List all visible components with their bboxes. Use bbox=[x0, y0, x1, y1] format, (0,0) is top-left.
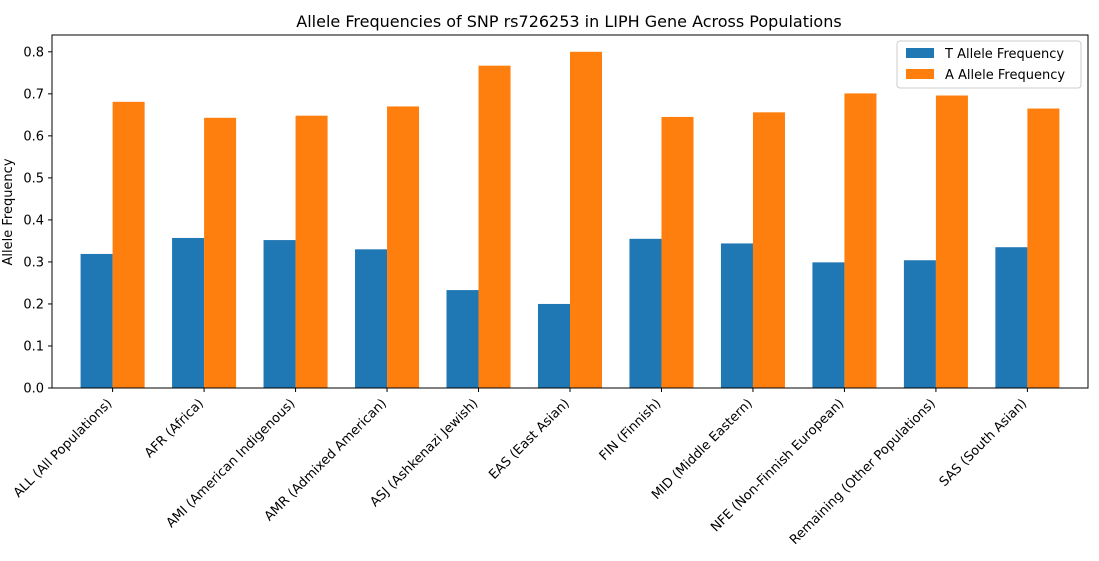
y-tick-label: 0.1 bbox=[23, 339, 44, 354]
legend-label-1: A Allele Frequency bbox=[945, 68, 1065, 83]
legend-swatch-1 bbox=[906, 69, 934, 79]
legend-swatch-0 bbox=[906, 48, 934, 58]
x-tick-label: EAS (East Asian) bbox=[486, 396, 572, 482]
plot-frame bbox=[51, 34, 1089, 389]
bar-a-0 bbox=[112, 101, 145, 388]
bar-a-5 bbox=[570, 51, 603, 389]
bar-a-9 bbox=[935, 95, 968, 388]
bar-a-6 bbox=[661, 116, 694, 389]
bar-a-8 bbox=[844, 93, 877, 389]
bar-t-6 bbox=[629, 238, 662, 388]
x-tick-label: FIN (Finnish) bbox=[597, 396, 665, 464]
y-axis-label: Allele Frequency bbox=[1, 158, 16, 265]
bar-t-5 bbox=[537, 303, 570, 388]
x-tick-label: ALL (All Populations) bbox=[11, 396, 116, 501]
bar-t-2 bbox=[263, 240, 296, 388]
bar-a-7 bbox=[752, 112, 785, 389]
bar-a-3 bbox=[387, 106, 420, 388]
y-tick-label: 0.0 bbox=[23, 382, 44, 397]
x-axis-ticks: ALL (All Populations) AFR (Africa)AMI (Am… bbox=[11, 388, 1030, 548]
bar-t-3 bbox=[355, 249, 388, 388]
bar-t-1 bbox=[172, 237, 205, 388]
bar-t-4 bbox=[446, 290, 479, 388]
x-tick-label: SAS (South Asian) bbox=[937, 396, 1031, 490]
y-tick-label: 0.7 bbox=[23, 87, 44, 102]
x-tick-label: AFR (Africa) bbox=[142, 396, 207, 461]
x-tick-label: ASJ (Ashkenazi Jewish) bbox=[367, 396, 481, 510]
chart-title: Allele Frequencies of SNP rs726253 in LI… bbox=[296, 12, 841, 31]
y-tick-label: 0.4 bbox=[23, 213, 44, 228]
bar-t-0 bbox=[80, 253, 113, 388]
bar-a-4 bbox=[478, 65, 511, 389]
legend: T Allele Frequency A Allele Frequency bbox=[896, 40, 1082, 89]
bar-a-1 bbox=[204, 117, 237, 389]
legend-box bbox=[896, 40, 1082, 89]
bar-a-10 bbox=[1027, 108, 1060, 389]
x-tick-label: MID (Middle Eastern) bbox=[649, 396, 756, 503]
y-tick-label: 0.2 bbox=[23, 297, 44, 312]
bars-group bbox=[80, 51, 1060, 389]
bar-t-7 bbox=[720, 243, 753, 388]
y-tick-label: 0.6 bbox=[23, 129, 44, 144]
y-tick-label: 0.8 bbox=[23, 45, 44, 60]
bar-t-9 bbox=[903, 260, 936, 388]
bar-t-10 bbox=[995, 247, 1028, 388]
x-tick-label: Remaining (Other Populations) bbox=[787, 396, 939, 548]
y-axis-ticks: 0.0 0.1 0.2 0.3 0.4 0.5 0.6 0.7 0.8 bbox=[23, 45, 52, 397]
y-tick-label: 0.3 bbox=[23, 255, 44, 270]
bar-t-8 bbox=[812, 262, 845, 388]
bar-a-2 bbox=[295, 115, 328, 388]
legend-label-0: T Allele Frequency bbox=[944, 47, 1064, 62]
y-tick-label: 0.5 bbox=[23, 171, 44, 186]
